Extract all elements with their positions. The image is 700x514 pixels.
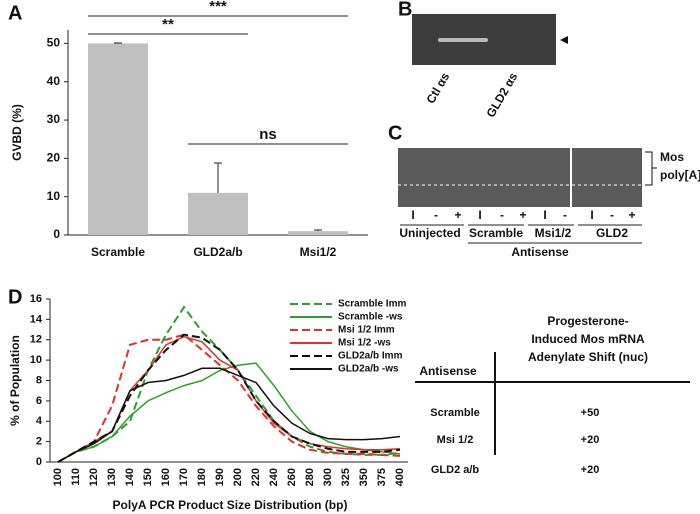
band-label: poly[A] <box>660 168 700 182</box>
antisense-label: Antisense <box>511 245 569 259</box>
x-tick-label: 220 <box>250 468 262 486</box>
y-tick-label: 10 <box>47 189 61 203</box>
x-tick-label: 260 <box>286 468 298 486</box>
y-tick-label: 16 <box>30 293 42 305</box>
lane-label: - <box>500 208 504 222</box>
legend-label: Scramble -ws <box>338 312 403 323</box>
x-tick-label: 160 <box>160 468 172 486</box>
lane-label: - <box>610 208 614 222</box>
x-tick-label: 180 <box>196 468 208 486</box>
series-line <box>57 333 401 463</box>
gel-band <box>438 38 488 42</box>
table-header: Progesterone- <box>547 314 628 328</box>
y-tick-label: 14 <box>30 313 43 325</box>
lane-label: I <box>543 208 546 222</box>
x-tick-label: 300 <box>322 468 334 486</box>
bar <box>88 43 148 235</box>
y-axis-label: % of Population <box>8 335 22 426</box>
x-tick-label: 350 <box>358 468 370 486</box>
table-header: Antisense <box>419 364 477 378</box>
y-tick-label: 4 <box>36 415 43 427</box>
x-tick-label: 190 <box>214 468 226 486</box>
table-cell: +20 <box>581 464 600 476</box>
panel-label: A <box>8 2 22 24</box>
error-bar <box>314 229 322 232</box>
legend-label: GLD2a/b -ws <box>338 364 399 375</box>
x-tick-label: 140 <box>124 468 136 486</box>
panel-label: B <box>398 0 412 20</box>
significance-label: ** <box>162 16 174 33</box>
x-tick-label: 120 <box>88 468 100 486</box>
lane-label: - <box>563 208 567 222</box>
lane-label: + <box>628 208 635 222</box>
band-label: Mos <box>660 150 684 164</box>
x-tick-label: Msi1/2 <box>300 245 337 259</box>
y-tick-label: 30 <box>47 112 61 126</box>
lane-label: GLD2 αs <box>484 70 521 120</box>
x-tick-label: Scramble <box>91 245 145 259</box>
bar <box>288 231 348 235</box>
table-cell: Msi 1/2 <box>437 434 474 446</box>
y-tick-label: 0 <box>36 456 42 468</box>
lane-label: I <box>411 208 414 222</box>
y-tick-label: 8 <box>36 374 42 386</box>
group-label: Uninjected <box>399 226 460 240</box>
x-tick-label: 400 <box>394 468 406 486</box>
panel-label: D <box>8 286 22 308</box>
y-tick-label: 0 <box>53 227 60 241</box>
error-bar <box>214 162 222 193</box>
significance-label: *** <box>209 0 227 15</box>
x-axis-label: PolyA PCR Product Size Distribution (bp) <box>113 498 348 512</box>
bracket <box>645 151 657 186</box>
y-tick-label: 40 <box>47 74 61 88</box>
series-line <box>57 362 401 463</box>
lane-label: + <box>454 208 461 222</box>
lane-label: I <box>590 208 593 222</box>
x-tick-label: GLD2a/b <box>193 245 242 259</box>
lane-label: + <box>519 208 526 222</box>
legend-label: Msi 1/2 Imm <box>338 325 395 336</box>
series-line <box>57 333 401 463</box>
bar <box>188 192 248 235</box>
group-label: Msi1/2 <box>535 226 572 240</box>
legend-label: Scramble Imm <box>338 299 406 310</box>
group-label: GLD2 <box>596 226 628 240</box>
arrowhead <box>560 36 568 44</box>
x-tick-label: 200 <box>232 468 244 486</box>
x-tick-label: 100 <box>52 468 64 486</box>
significance-label: ns <box>259 126 277 143</box>
table-cell: +20 <box>581 434 600 446</box>
y-tick-label: 2 <box>36 436 42 448</box>
y-tick-label: 6 <box>36 395 42 407</box>
table-header: Induced Mos mRNA <box>531 332 645 346</box>
x-tick-label: 170 <box>178 468 190 486</box>
x-tick-label: 110 <box>70 468 82 486</box>
table-cell: Scramble <box>430 407 480 419</box>
table-cell: GLD2 a/b <box>431 464 480 476</box>
series-line <box>57 367 401 463</box>
group-label: Scramble <box>469 226 523 240</box>
x-tick-label: 130 <box>106 468 118 486</box>
gel-c-image <box>398 148 642 207</box>
x-tick-label: 240 <box>268 468 280 486</box>
lane-label: - <box>434 208 438 222</box>
x-tick-label: 325 <box>340 468 352 486</box>
x-tick-label: 280 <box>304 468 316 486</box>
y-tick-label: 20 <box>47 151 61 165</box>
x-tick-label: 375 <box>376 468 388 486</box>
y-axis-label: GVBD (%) <box>10 104 24 161</box>
panel-label: C <box>388 122 402 144</box>
y-tick-label: 12 <box>30 334 42 346</box>
x-tick-label: 150 <box>142 468 154 486</box>
y-tick-label: 10 <box>30 354 42 366</box>
lane-label: Ctl αs <box>424 70 453 106</box>
y-tick-label: 50 <box>47 36 61 50</box>
legend-label: Msi 1/2 -ws <box>338 338 391 349</box>
table-cell: +50 <box>581 407 600 419</box>
table-header: Adenylate Shift (nuc) <box>528 350 648 364</box>
lane-label: I <box>478 208 481 222</box>
legend-label: GLD2a/b Imm <box>338 351 403 362</box>
